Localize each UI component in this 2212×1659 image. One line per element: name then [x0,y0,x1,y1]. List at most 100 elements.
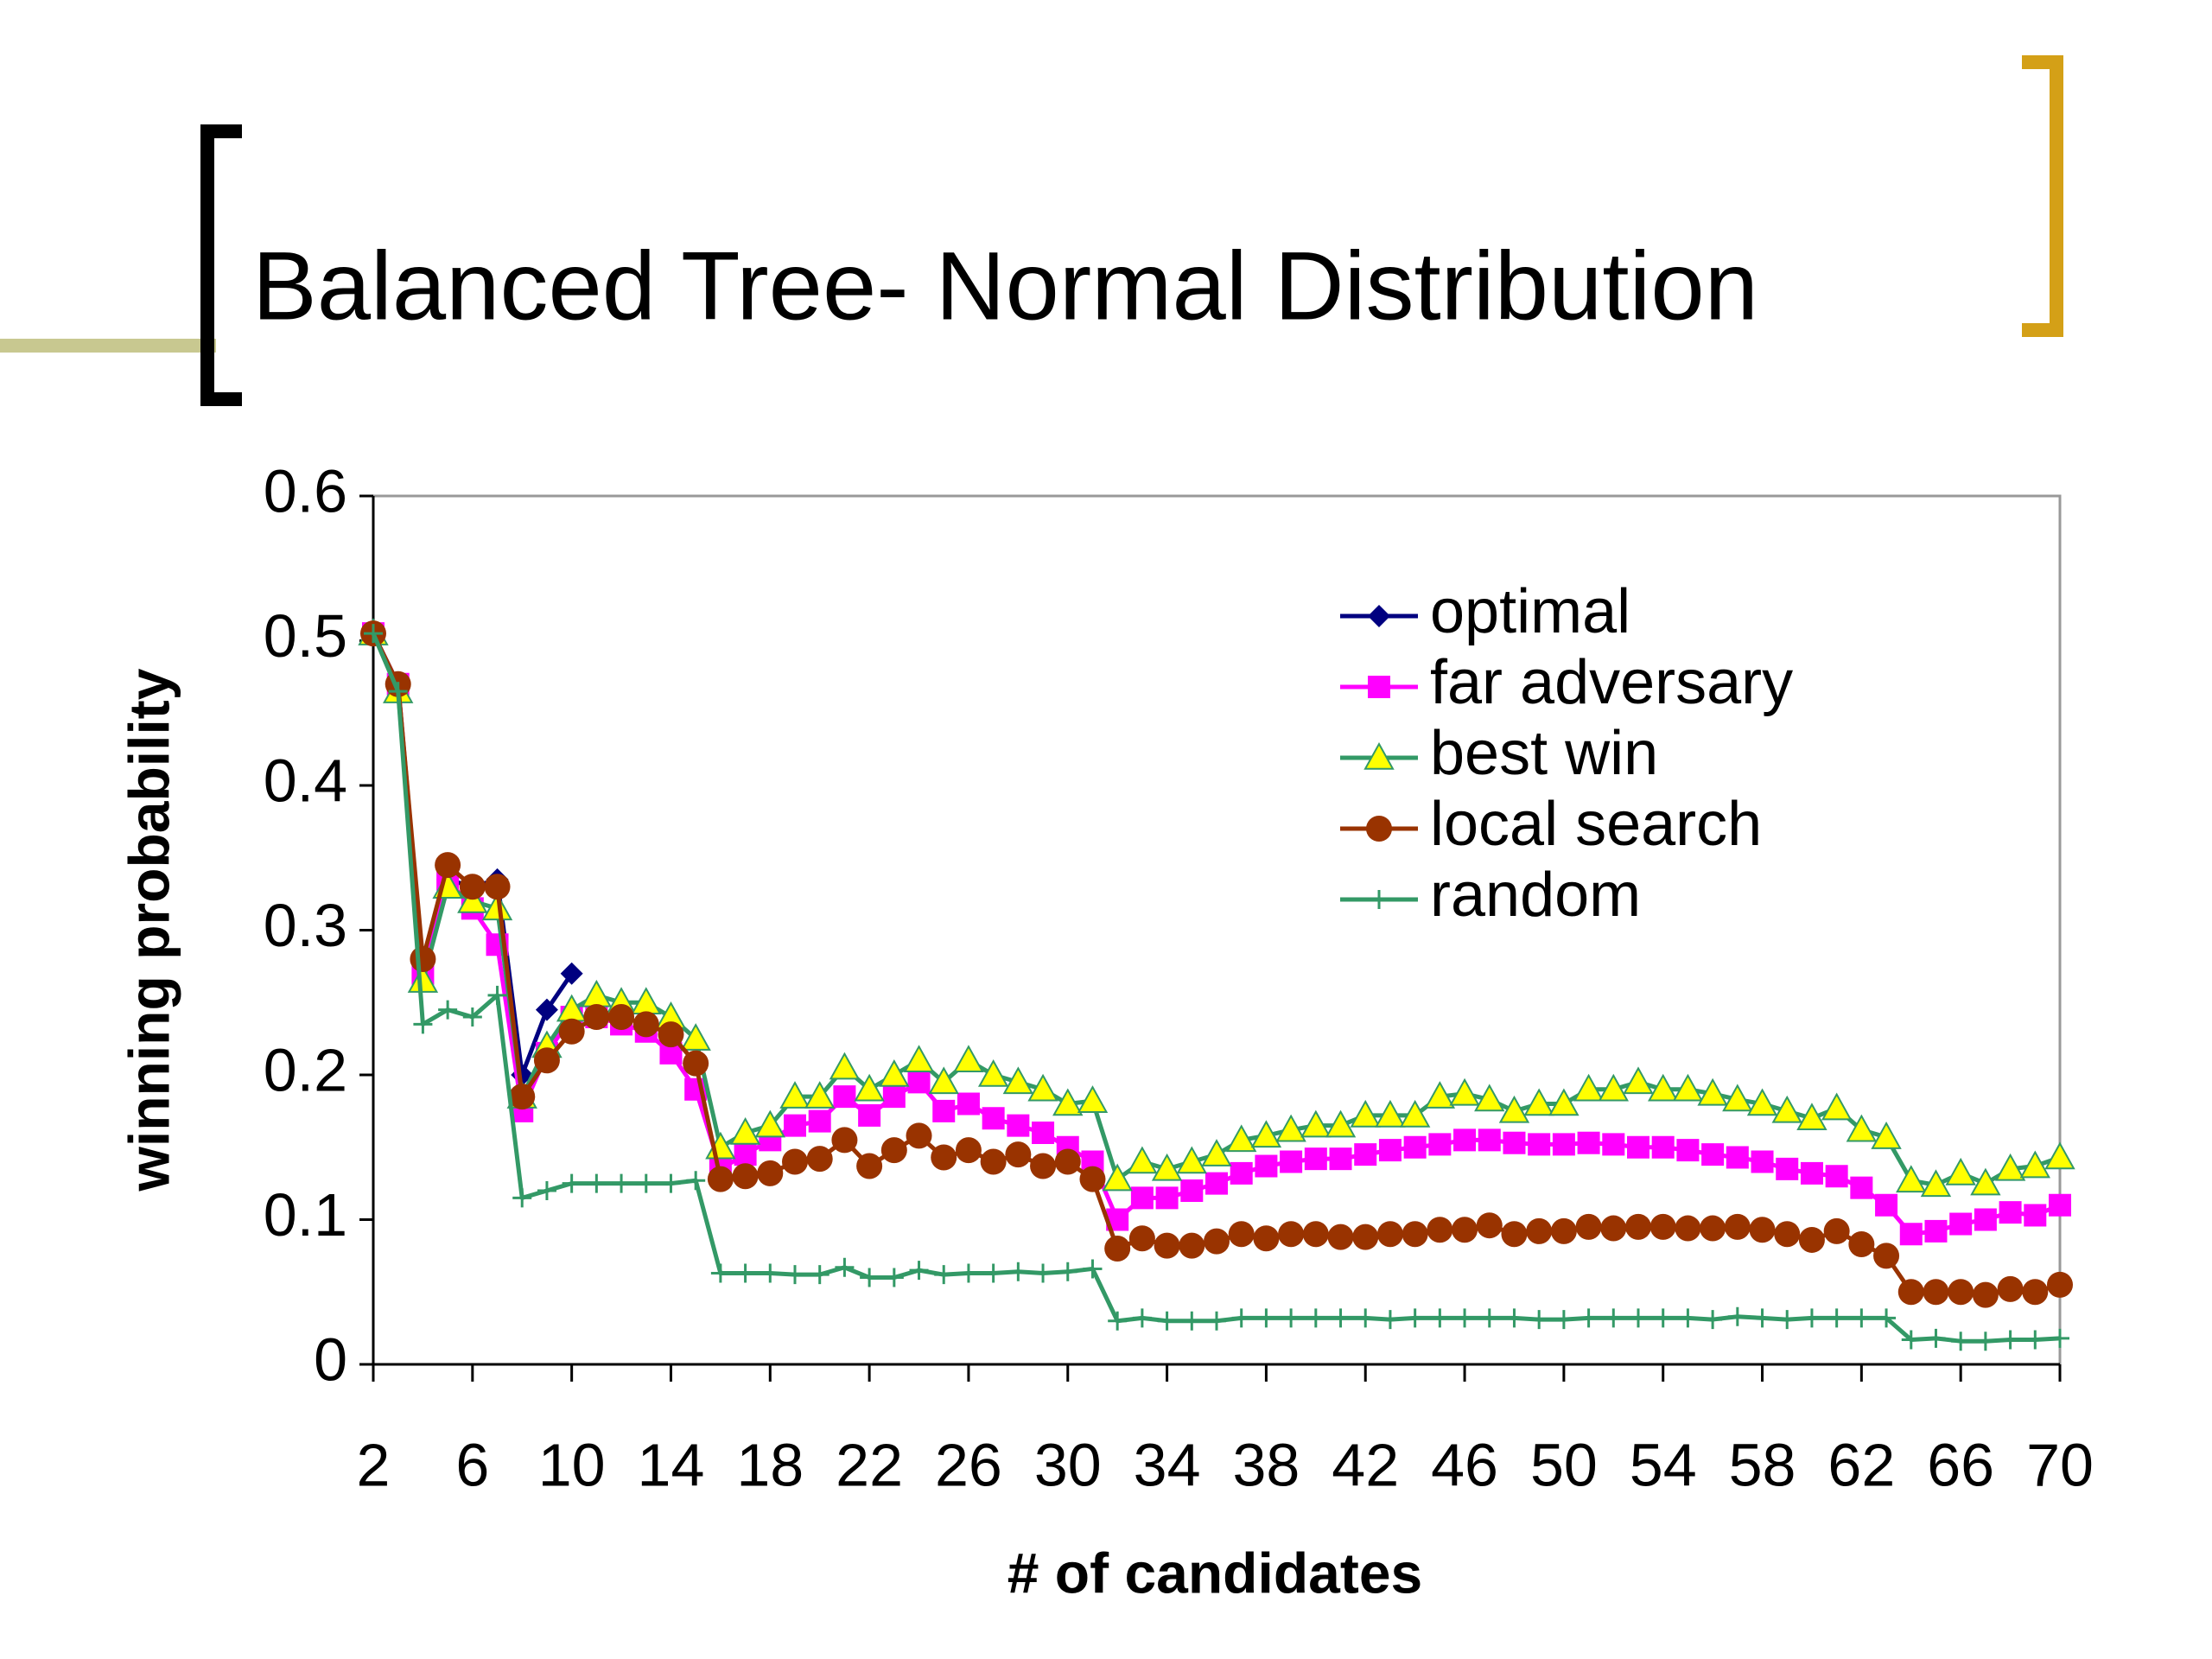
marker-square [1999,1201,2022,1224]
marker-plus [1629,1308,1648,1328]
marker-triangle [1275,1114,1306,1142]
marker-triangle [1176,1146,1207,1174]
marker-circle [1948,1279,1974,1306]
marker-triangle [2044,1141,2075,1170]
x-tick-label: 42 [1332,1431,1399,1498]
marker-circle [1327,1224,1354,1250]
marker-plus [1901,1330,1921,1350]
marker-plus [587,1173,607,1193]
marker-plus [562,1173,582,1193]
marker-square [2049,1193,2071,1217]
x-tick-label: 14 [638,1431,705,1498]
marker-triangle [581,979,613,1007]
marker-plus [1678,1308,1698,1328]
marker-plus [1604,1308,1624,1328]
marker-circle [1923,1279,1949,1306]
right-bracket [2022,55,2063,337]
marker-plus [760,1263,780,1283]
marker-triangle [879,1058,910,1087]
marker-plus [1256,1308,1276,1328]
marker-circle [1154,1232,1180,1259]
marker-circle [1997,1275,2024,1302]
marker-plus [462,1007,482,1027]
marker-diamond [1368,605,1390,627]
marker-circle [1376,1221,1403,1248]
marker-circle [533,1047,560,1074]
y-tick-label: 0.4 [264,747,347,814]
marker-plus [785,1265,804,1285]
marker-triangle [1821,1092,1853,1121]
marker-triangle [1623,1066,1654,1095]
marker-circle [1873,1243,1900,1269]
marker-plus [1727,1306,1747,1326]
marker-square [1368,676,1390,698]
marker-square [1155,1186,1179,1210]
marker-circle [1278,1221,1305,1248]
marker-circle [1302,1221,1329,1248]
marker-plus [958,1263,978,1283]
x-tick-label: 10 [538,1431,606,1498]
marker-plus [1802,1308,1821,1328]
marker-plus [388,682,408,702]
marker-circle [1600,1215,1627,1242]
marker-circle [558,1018,585,1045]
x-tick-label: 30 [1034,1431,1102,1498]
marker-circle [1054,1148,1081,1175]
marker-plus [1951,1332,1971,1351]
marker-plus [1108,1311,1128,1331]
marker-plus [1479,1308,1499,1328]
marker-square [1205,1172,1228,1195]
marker-square [1007,1114,1030,1137]
marker-circle [1501,1221,1528,1248]
marker-square [1800,1161,1823,1185]
marker-triangle [1498,1095,1530,1123]
marker-circle [1366,816,1392,842]
marker-triangle [1970,1167,2001,1196]
marker-triangle [1846,1114,1878,1142]
marker-triangle [1250,1120,1282,1148]
marker-triangle [1449,1077,1480,1106]
marker-plus [860,1268,880,1287]
marker-square [1602,1133,1625,1156]
marker-circle [1128,1225,1155,1252]
marker-square [1924,1219,1948,1243]
marker-circle [1228,1221,1255,1248]
marker-square [1676,1139,1700,1162]
marker-triangle [779,1081,810,1109]
marker-square [882,1085,906,1109]
marker-plus [1008,1262,1028,1281]
marker-triangle [829,1052,861,1080]
marker-plus [1653,1308,1673,1328]
marker-circle [1030,1153,1057,1179]
marker-triangle [854,1073,885,1102]
marker-plus [1405,1308,1425,1328]
x-axis-title: # of candidates [1007,1541,1422,1605]
legend-label: best win [1430,719,1658,788]
y-tick-label: 0.6 [264,457,347,524]
marker-circle [1798,1226,1825,1253]
plot-frame [373,494,2062,1364]
marker-plus [2050,1328,2069,1348]
marker-plus [413,1014,433,1034]
marker-square [1255,1154,1278,1178]
marker-plus [2000,1330,2020,1350]
marker-triangle [1350,1099,1381,1128]
marker-square [833,1085,856,1109]
legend-label: random [1430,861,1641,930]
marker-square [1503,1131,1526,1154]
marker-circle [1452,1217,1478,1243]
marker-triangle [903,1045,935,1073]
marker-circle [1427,1217,1453,1243]
marker-circle [459,874,486,900]
marker-circle [806,1146,833,1173]
x-tick-label: 50 [1530,1431,1598,1498]
marker-plus [438,1000,458,1020]
marker-square [1627,1135,1649,1159]
marker-triangle [1300,1109,1332,1138]
marker-circle [1749,1217,1776,1243]
marker-square [1230,1161,1253,1185]
series-line [371,632,2061,1298]
marker-plus [1877,1308,1897,1328]
marker-plus [1033,1263,1053,1283]
